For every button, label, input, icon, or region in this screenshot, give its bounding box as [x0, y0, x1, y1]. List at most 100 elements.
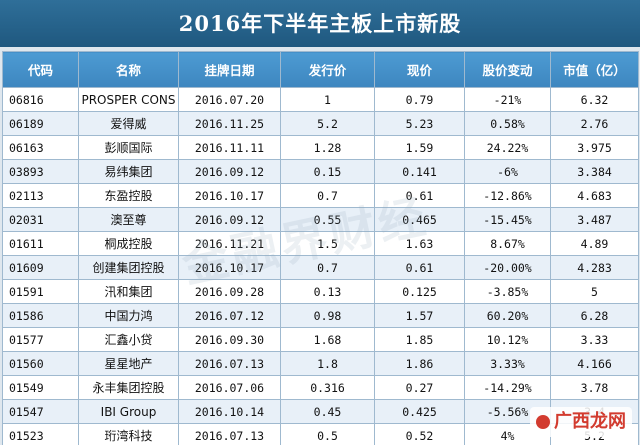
cell-issue-price: 0.45: [280, 399, 375, 424]
cell-issue-price: 0.7: [280, 255, 375, 280]
cell-current-price: 0.27: [374, 375, 465, 400]
cell-code: 01611: [2, 231, 79, 256]
cell-code: 02113: [2, 183, 79, 208]
cell-price-change: 8.67%: [464, 231, 551, 256]
cell-issue-price: 5.2: [280, 111, 375, 136]
cell-name: 爱得威: [78, 111, 179, 136]
table-row: 02031 澳至尊 2016.09.12 0.55 0.465 -15.45% 3.487: [2, 207, 639, 232]
cell-current-price: 1.86: [374, 351, 465, 376]
cell-code: 01523: [2, 423, 79, 445]
table-row: 03893 易纬集团 2016.09.12 0.15 0.141 -6% 3.384: [2, 159, 639, 184]
cell-price-change: 4%: [464, 423, 551, 445]
cell-market-cap: 3.4: [550, 399, 639, 424]
cell-listing-date: 2016.07.12: [178, 303, 281, 328]
cell-market-cap: 4.166: [550, 351, 639, 376]
ipo-table: 代码 名称 挂牌日期 发行价 现价 股价变动 市值（亿） 06816 PROSPER CONS…: [2, 51, 639, 445]
cell-current-price: 1.63: [374, 231, 465, 256]
col-header-listing-date: 挂牌日期: [178, 51, 281, 88]
col-header-code: 代码: [2, 51, 79, 88]
cell-price-change: 24.22%: [464, 135, 551, 160]
cell-current-price: 1.57: [374, 303, 465, 328]
cell-name: 汇鑫小贷: [78, 327, 179, 352]
col-header-issue-price: 发行价: [280, 51, 375, 88]
cell-price-change: -3.85%: [464, 279, 551, 304]
cell-code: 03893: [2, 159, 79, 184]
cell-market-cap: 3.384: [550, 159, 639, 184]
cell-issue-price: 0.7: [280, 183, 375, 208]
table-row: 01577 汇鑫小贷 2016.09.30 1.68 1.85 10.12% 3.33: [2, 327, 639, 352]
cell-issue-price: 1.5: [280, 231, 375, 256]
cell-current-price: 0.61: [374, 183, 465, 208]
cell-issue-price: 0.13: [280, 279, 375, 304]
cell-name: 中国力鸿: [78, 303, 179, 328]
cell-code: 01591: [2, 279, 79, 304]
cell-name: 彭顺国际: [78, 135, 179, 160]
cell-current-price: 0.61: [374, 255, 465, 280]
cell-price-change: 0.58%: [464, 111, 551, 136]
cell-listing-date: 2016.09.12: [178, 159, 281, 184]
cell-name: 东盈控股: [78, 183, 179, 208]
cell-listing-date: 2016.11.11: [178, 135, 281, 160]
table-row: 06163 彭顺国际 2016.11.11 1.28 1.59 24.22% 3.975: [2, 135, 639, 160]
cell-market-cap: 5.2: [550, 423, 639, 445]
table-row: 06189 爱得威 2016.11.25 5.2 5.23 0.58% 2.76: [2, 111, 639, 136]
col-header-price-change: 股价变动: [464, 51, 551, 88]
cell-listing-date: 2016.07.20: [178, 87, 281, 112]
table-row: 06816 PROSPER CONS 2016.07.20 1 0.79 -21% 6.32: [2, 87, 639, 112]
cell-current-price: 0.141: [374, 159, 465, 184]
cell-listing-date: 2016.10.17: [178, 255, 281, 280]
cell-listing-date: 2016.11.21: [178, 231, 281, 256]
cell-listing-date: 2016.07.06: [178, 375, 281, 400]
cell-current-price: 5.23: [374, 111, 465, 136]
cell-current-price: 0.425: [374, 399, 465, 424]
cell-market-cap: 6.32: [550, 87, 639, 112]
cell-price-change: 3.33%: [464, 351, 551, 376]
table-row: 01560 星星地产 2016.07.13 1.8 1.86 3.33% 4.166: [2, 351, 639, 376]
table-row: 01547 IBI Group 2016.10.14 0.45 0.425 -5.56% 3…: [2, 399, 639, 424]
cell-listing-date: 2016.09.12: [178, 207, 281, 232]
cell-current-price: 1.85: [374, 327, 465, 352]
cell-issue-price: 1.28: [280, 135, 375, 160]
cell-market-cap: 5: [550, 279, 639, 304]
cell-market-cap: 3.78: [550, 375, 639, 400]
cell-listing-date: 2016.10.14: [178, 399, 281, 424]
cell-listing-date: 2016.07.13: [178, 423, 281, 445]
header-row: 代码 名称 挂牌日期 发行价 现价 股价变动 市值（亿）: [2, 51, 639, 88]
cell-code: 02031: [2, 207, 79, 232]
cell-listing-date: 2016.09.30: [178, 327, 281, 352]
cell-issue-price: 0.5: [280, 423, 375, 445]
cell-listing-date: 2016.09.28: [178, 279, 281, 304]
cell-issue-price: 0.55: [280, 207, 375, 232]
cell-current-price: 1.59: [374, 135, 465, 160]
cell-price-change: -6%: [464, 159, 551, 184]
cell-issue-price: 0.98: [280, 303, 375, 328]
cell-code: 01609: [2, 255, 79, 280]
table-row: 01523 珩湾科技 2016.07.13 0.5 0.52 4% 5.2: [2, 423, 639, 445]
cell-issue-price: 0.15: [280, 159, 375, 184]
cell-market-cap: 4.283: [550, 255, 639, 280]
cell-price-change: -20.00%: [464, 255, 551, 280]
cell-current-price: 0.52: [374, 423, 465, 445]
table-row: 01591 汛和集团 2016.09.28 0.13 0.125 -3.85% 5: [2, 279, 639, 304]
cell-market-cap: 3.33: [550, 327, 639, 352]
cell-price-change: 10.12%: [464, 327, 551, 352]
cell-name: 澳至尊: [78, 207, 179, 232]
cell-name: 易纬集团: [78, 159, 179, 184]
cell-price-change: -5.56%: [464, 399, 551, 424]
cell-listing-date: 2016.10.17: [178, 183, 281, 208]
cell-name: 创建集团控股: [78, 255, 179, 280]
table-row: 01611 桐成控股 2016.11.21 1.5 1.63 8.67% 4.89: [2, 231, 639, 256]
cell-code: 01586: [2, 303, 79, 328]
cell-code: 01549: [2, 375, 79, 400]
cell-price-change: -15.45%: [464, 207, 551, 232]
cell-market-cap: 6.28: [550, 303, 639, 328]
cell-issue-price: 0.316: [280, 375, 375, 400]
cell-code: 06816: [2, 87, 79, 112]
table-row: 01586 中国力鸿 2016.07.12 0.98 1.57 60.20% 6.28: [2, 303, 639, 328]
cell-name: 珩湾科技: [78, 423, 179, 445]
cell-name: IBI Group: [78, 399, 179, 424]
col-header-current-price: 现价: [374, 51, 465, 88]
cell-name: 星星地产: [78, 351, 179, 376]
table-row: 01549 永丰集团控股 2016.07.06 0.316 0.27 -14.29% 3.7…: [2, 375, 639, 400]
